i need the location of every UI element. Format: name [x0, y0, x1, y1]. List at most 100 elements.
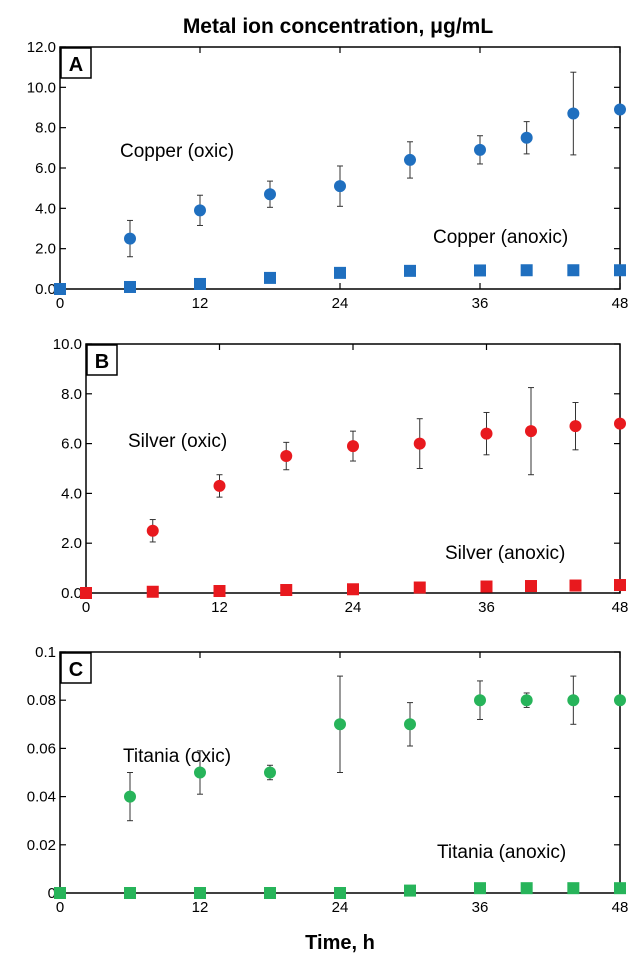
panel-a-marks — [54, 71, 626, 295]
data-point-circle — [567, 107, 580, 120]
data-point-square — [213, 585, 226, 598]
data-point-circle — [280, 450, 293, 463]
y-tick-label: 0.0 — [35, 281, 56, 298]
panel-a-anoxic-label: Copper (anoxic) — [433, 227, 568, 248]
data-point-circle — [474, 694, 486, 707]
data-point-circle — [520, 131, 533, 144]
data-point-square — [54, 283, 66, 295]
data-point-square — [474, 264, 486, 277]
x-tick-label: 36 — [472, 899, 489, 916]
data-point-square — [404, 884, 416, 897]
y-tick-label: 12.0 — [27, 39, 56, 56]
y-tick-label: 4.0 — [61, 485, 82, 502]
panel-c: C Titania (oxic) Titania (anoxic) 00.020… — [27, 644, 629, 916]
data-point-circle — [124, 232, 136, 245]
y-tick-label: 8.0 — [61, 386, 82, 403]
data-point-square — [194, 277, 206, 290]
data-point-square — [480, 580, 493, 593]
data-point-square — [404, 264, 416, 277]
data-point-square — [520, 264, 533, 277]
y-tick-label: 4.0 — [35, 200, 56, 217]
data-point-square — [54, 887, 66, 899]
x-tick-label: 0 — [56, 899, 64, 916]
data-point-circle — [614, 417, 626, 430]
y-tick-label: 2.0 — [61, 535, 82, 552]
panel-b-marks — [80, 387, 626, 599]
x-tick-label: 36 — [472, 295, 489, 312]
data-point-square — [334, 266, 346, 279]
data-point-square — [569, 579, 582, 592]
chart-title: Metal ion concentration, μg/mL — [183, 15, 494, 38]
data-point-square — [146, 585, 159, 598]
data-point-square — [124, 280, 136, 293]
data-point-circle — [569, 420, 582, 433]
panel-a-label-box — [60, 47, 92, 79]
x-tick-label: 0 — [82, 599, 90, 616]
data-point-square — [567, 882, 580, 895]
x-tick-label: 0 — [56, 295, 64, 312]
panel-b-ticks: 0.0 2.0 4.0 6.0 8.0 10.0 0 12 24 36 48 — [53, 336, 629, 616]
x-tick-label: 48 — [612, 295, 629, 312]
panel-c-oxic-label: Titania (oxic) — [123, 746, 231, 767]
data-point-circle — [413, 437, 426, 450]
data-point-circle — [146, 524, 159, 537]
panel-a-ticks: 0.0 2.0 4.0 6.0 8.0 10.0 12.0 0 12 24 36 48 — [27, 39, 629, 312]
x-tick-label: 12 — [192, 899, 209, 916]
panel-a: A Copper (oxic) Copper (anoxic) 0.0 2.0 4.… — [27, 39, 629, 312]
panel-b: B Silver (oxic) Silver (anoxic) 0.0 2.0 4.… — [53, 336, 629, 616]
data-point-circle — [264, 188, 276, 201]
y-tick-label: 6.0 — [61, 436, 82, 453]
data-point-square — [567, 264, 580, 277]
data-point-circle — [480, 427, 493, 440]
data-point-square — [334, 887, 346, 899]
data-point-square — [280, 584, 293, 597]
data-point-square — [194, 887, 206, 899]
y-tick-label: 10.0 — [53, 336, 82, 353]
x-tick-label: 12 — [192, 295, 209, 312]
y-tick-label: 0.0 — [61, 585, 82, 602]
panel-b-oxic-label: Silver (oxic) — [128, 431, 227, 452]
panel-c-marks — [54, 675, 626, 899]
data-point-circle — [213, 479, 226, 492]
data-point-square — [80, 587, 92, 599]
data-point-square — [614, 579, 626, 592]
data-point-circle — [520, 694, 533, 707]
y-tick-label: 0 — [48, 885, 56, 902]
data-point-circle — [347, 440, 359, 453]
data-point-circle — [614, 694, 626, 707]
data-point-square — [520, 882, 533, 895]
data-point-circle — [334, 718, 346, 731]
data-point-square — [264, 887, 276, 899]
data-point-circle — [404, 718, 416, 731]
x-tick-label: 48 — [612, 899, 629, 916]
data-point-circle — [334, 180, 346, 193]
data-point-square — [413, 581, 426, 594]
y-tick-label: 0.1 — [35, 644, 56, 661]
data-point-circle — [614, 103, 626, 116]
data-point-circle — [567, 694, 580, 707]
x-tick-label: 48 — [612, 599, 629, 616]
panel-c-anoxic-label: Titania (anoxic) — [437, 842, 566, 863]
data-point-square — [614, 882, 626, 895]
y-tick-label: 0.04 — [27, 789, 56, 806]
panel-b-anoxic-label: Silver (anoxic) — [445, 543, 565, 564]
y-tick-label: 2.0 — [35, 241, 56, 258]
panel-a-oxic-label: Copper (oxic) — [120, 141, 234, 162]
panel-b-label-box — [86, 344, 118, 376]
x-axis-label: Time, h — [305, 932, 375, 954]
data-point-circle — [194, 766, 206, 779]
data-point-circle — [474, 143, 486, 156]
panel-b-label: B — [95, 351, 109, 373]
data-point-circle — [264, 766, 276, 779]
x-tick-label: 12 — [211, 599, 228, 616]
data-point-square — [264, 271, 276, 284]
data-point-square — [347, 583, 359, 596]
panel-c-label: C — [69, 659, 83, 681]
data-point-square — [525, 580, 537, 593]
data-point-square — [614, 264, 626, 277]
data-point-square — [124, 887, 136, 899]
x-tick-label: 24 — [345, 599, 362, 616]
y-tick-label: 10.0 — [27, 79, 56, 96]
y-tick-label: 8.0 — [35, 120, 56, 137]
